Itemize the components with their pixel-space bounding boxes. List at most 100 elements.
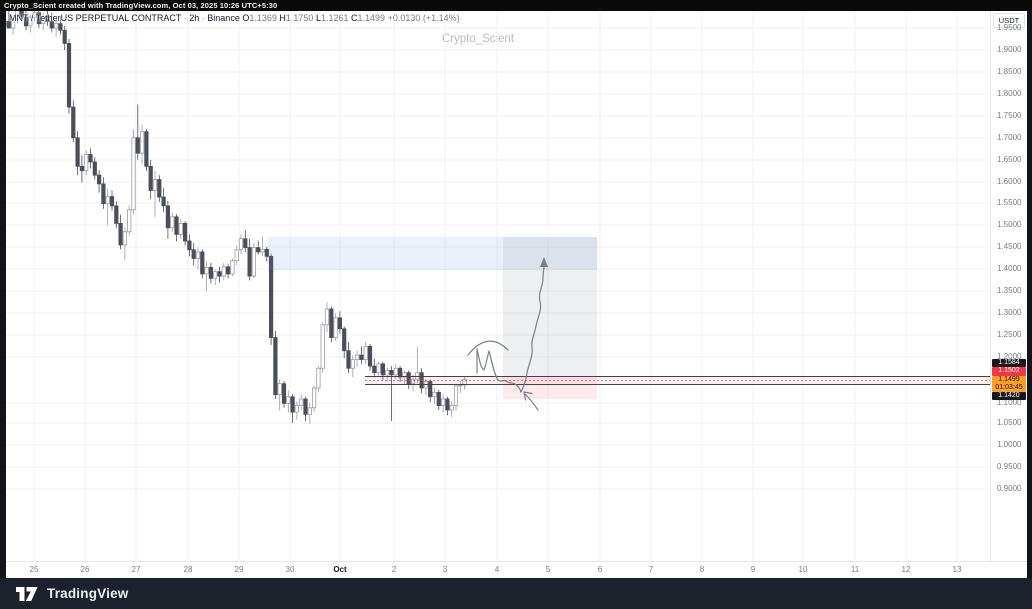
open-label: O (242, 13, 250, 23)
candle (380, 361, 386, 381)
level-1-1584-label[interactable]: 1.1584 (992, 358, 1026, 367)
time-tick-label: 11 (850, 565, 860, 574)
price-tick-label: 1.9000 (997, 45, 1022, 54)
candle (428, 379, 433, 403)
time-tick-label: 28 (183, 565, 193, 574)
chart-plot[interactable] (6, 11, 990, 561)
candle (49, 12, 54, 33)
price-tick-label: 1.5000 (997, 220, 1022, 229)
tradingview-logo-icon[interactable] (15, 586, 39, 602)
time-tick-label: 8 (699, 565, 705, 574)
candle (234, 245, 239, 266)
entry-arrowhead-icon[interactable] (523, 391, 533, 401)
candle (75, 131, 80, 176)
candle (79, 155, 84, 183)
candle (264, 246, 269, 262)
candle (363, 341, 368, 364)
candle (105, 188, 110, 226)
candle (23, 11, 29, 31)
candle (114, 201, 119, 229)
projection-dome-arc[interactable] (467, 340, 509, 356)
projection-zone-upper[interactable] (503, 237, 597, 377)
candles-layer (6, 11, 467, 425)
exchange-name[interactable]: Binance (207, 13, 240, 23)
candle (337, 311, 343, 334)
candle (350, 355, 355, 378)
candle (449, 401, 454, 418)
level-1-1420-label[interactable]: 1.1420 (992, 391, 1026, 400)
candle (462, 376, 467, 390)
candle (273, 330, 278, 400)
candle (251, 243, 256, 279)
candle (221, 262, 226, 281)
attribution-text: Crypto_Scient created with TradingView.c… (4, 1, 278, 10)
entry-arrow-line[interactable] (524, 393, 539, 411)
candle (6, 11, 11, 29)
projection-zone-lower[interactable] (503, 376, 597, 400)
time-tick-label: 3 (442, 565, 448, 574)
price-tick-label: 1.0000 (997, 440, 1022, 449)
interval-value[interactable]: 2h (189, 13, 200, 23)
candle (225, 264, 231, 279)
time-axis[interactable]: 25 26 27 28 29 30 Oct 2 3 4 5 6 7 8 9 10 11 12 13 (6, 561, 1027, 578)
candle (385, 367, 390, 382)
candle (122, 227, 127, 261)
candle (286, 390, 291, 413)
candle (329, 306, 334, 343)
symbol-name[interactable]: MNT / TetherUS PERPETUAL CONTRACT (9, 13, 182, 23)
price-tick-label: 0.9000 (997, 484, 1022, 493)
candle (440, 394, 446, 413)
candle (432, 388, 437, 404)
candle (157, 175, 162, 202)
candle (182, 221, 188, 246)
close-value: 1.1499 (357, 13, 386, 23)
candle (311, 385, 317, 413)
candle (453, 383, 459, 411)
candle (10, 17, 16, 35)
time-tick-label: 29 (234, 565, 244, 574)
candle (148, 159, 153, 200)
high-value: 1.1750 (285, 13, 314, 23)
time-tick-label: 4 (494, 565, 500, 574)
candle (230, 258, 235, 277)
candle (161, 188, 166, 213)
currency-unit-button[interactable]: USDT (993, 13, 1025, 28)
current-price-label[interactable]: 1.1499 01:03:45 (992, 375, 1026, 392)
time-tick-label: 5 (545, 565, 551, 574)
candle (299, 394, 304, 410)
candle (290, 394, 295, 424)
candle (139, 124, 145, 165)
projection-rally-line[interactable] (520, 265, 545, 393)
candle (191, 243, 196, 266)
price-tick-label: 1.9500 (997, 23, 1022, 32)
time-tick-label: 12 (901, 565, 911, 574)
candle (174, 214, 179, 242)
projection-m-pattern[interactable] (476, 348, 522, 393)
candle (32, 11, 37, 22)
symbol-header[interactable]: MNT / TetherUS PERPETUAL CONTRACT · 2h ·… (9, 13, 460, 23)
price-tick-label: 1.0500 (997, 418, 1022, 427)
candle (243, 229, 248, 252)
candle (15, 11, 20, 24)
candle (402, 370, 407, 385)
price-axis[interactable]: USDT 1.9500 1.9000 1.8500 1.8000 1.7500 1.700… (990, 11, 1027, 561)
candle (320, 322, 325, 373)
candle (200, 249, 205, 279)
price-tick-label: 1.2500 (997, 330, 1022, 339)
tradingview-brand-text[interactable]: TradingView (47, 586, 129, 601)
price-tick-label: 1.6000 (997, 177, 1022, 186)
separator: · (201, 13, 205, 23)
time-tick-label: Oct (333, 565, 347, 574)
candle (277, 379, 282, 411)
level-1-1502-label[interactable]: 1.1502 (992, 367, 1026, 376)
candle (36, 11, 42, 29)
candle (58, 17, 63, 35)
candle (410, 374, 416, 391)
candle (445, 396, 450, 416)
time-tick-label: 13 (952, 565, 962, 574)
separator: · (183, 13, 187, 23)
rally-arrowhead-icon[interactable] (540, 257, 548, 267)
high-label: H (279, 13, 286, 23)
price-tick-label: 1.6500 (997, 155, 1022, 164)
candle (101, 177, 106, 209)
